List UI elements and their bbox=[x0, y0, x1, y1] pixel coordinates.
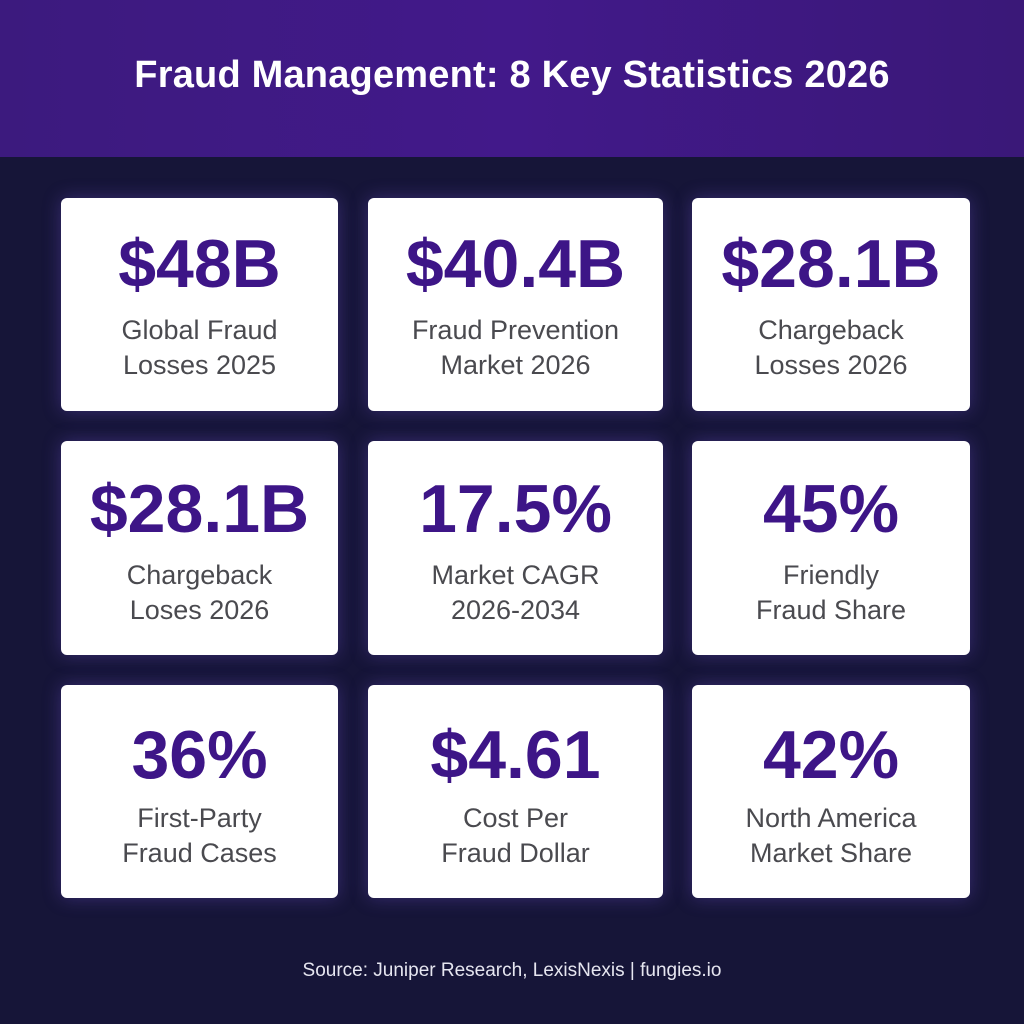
stat-card-market-cagr: 17.5% Market CAGR 2026-2034 bbox=[368, 441, 663, 655]
stat-label-line1: Fraud Prevention bbox=[411, 315, 620, 345]
stat-label-line1: Market CAGR bbox=[431, 560, 600, 590]
stat-label-line1: First-Party bbox=[137, 803, 262, 833]
stat-label-line1: Global Fraud bbox=[121, 315, 278, 345]
stat-label-line2: Loses 2026 bbox=[129, 595, 270, 625]
header-banner: Fraud Management: 8 Key Statistics 2026 bbox=[0, 0, 1024, 157]
page-title: Fraud Management: 8 Key Statistics 2026 bbox=[134, 54, 890, 96]
stat-label-line1: Cost Per bbox=[462, 803, 569, 833]
stat-label: Cost Per Fraud Dollar bbox=[368, 801, 663, 871]
stat-label-line1: Chargeback bbox=[126, 560, 273, 590]
stat-label: Chargeback Losses 2026 bbox=[692, 313, 970, 383]
stat-card-global-fraud-losses: $48B Global Fraud Losses 2025 bbox=[61, 198, 338, 411]
stat-label-line1: Friendly bbox=[782, 560, 880, 590]
stat-label-line1: Chargeback bbox=[758, 315, 904, 345]
stat-label: North America Market Share bbox=[692, 801, 970, 871]
stat-value: 36% bbox=[131, 717, 268, 793]
stat-label-line2: Losses 2025 bbox=[122, 350, 277, 380]
stat-value: 42% bbox=[762, 717, 900, 793]
stat-value: 45% bbox=[762, 471, 900, 547]
stat-label: Global Fraud Losses 2025 bbox=[61, 313, 338, 383]
stat-label-line2: Fraud Cases bbox=[122, 838, 277, 868]
stat-label: First-Party Fraud Cases bbox=[61, 801, 338, 871]
stat-card-friendly-fraud-share: 45% Friendly Fraud Share bbox=[692, 441, 970, 655]
stat-label-line2: Market Share bbox=[749, 838, 913, 868]
stat-card-first-party-fraud: 36% First-Party Fraud Cases bbox=[61, 685, 338, 898]
stat-label-line1: North America bbox=[745, 803, 917, 833]
stat-label: Fraud Prevention Market 2026 bbox=[368, 313, 663, 383]
source-footer: Source: Juniper Research, LexisNexis | f… bbox=[302, 960, 722, 981]
stat-value: $28.1B bbox=[721, 226, 941, 302]
stat-label-line2: Market 2026 bbox=[440, 350, 591, 380]
stat-label-line2: Losses 2026 bbox=[754, 350, 908, 380]
stat-card-north-america-share: 42% North America Market Share bbox=[692, 685, 970, 898]
stat-card-cost-per-fraud-dollar: $4.61 Cost Per Fraud Dollar bbox=[368, 685, 663, 898]
stat-value: $28.1B bbox=[89, 471, 310, 547]
stat-value: $40.4B bbox=[405, 226, 626, 302]
stat-card-chargeback-loses: $28.1B Chargeback Loses 2026 bbox=[61, 441, 338, 655]
stat-label-line2: 2026-2034 bbox=[450, 595, 581, 625]
stat-card-chargeback-losses: $28.1B Chargeback Losses 2026 bbox=[692, 198, 970, 411]
stat-label: Market CAGR 2026-2034 bbox=[368, 558, 663, 628]
stat-label: Chargeback Loses 2026 bbox=[61, 558, 338, 628]
stat-label-line2: Fraud Dollar bbox=[441, 838, 590, 868]
stat-value: $4.61 bbox=[430, 717, 601, 793]
stat-label-line2: Fraud Share bbox=[755, 595, 907, 625]
stat-value: 17.5% bbox=[419, 471, 612, 547]
stat-card-fraud-prevention-market: $40.4B Fraud Prevention Market 2026 bbox=[368, 198, 663, 411]
stat-label: Friendly Fraud Share bbox=[692, 558, 970, 628]
stat-value: $48B bbox=[118, 226, 281, 302]
